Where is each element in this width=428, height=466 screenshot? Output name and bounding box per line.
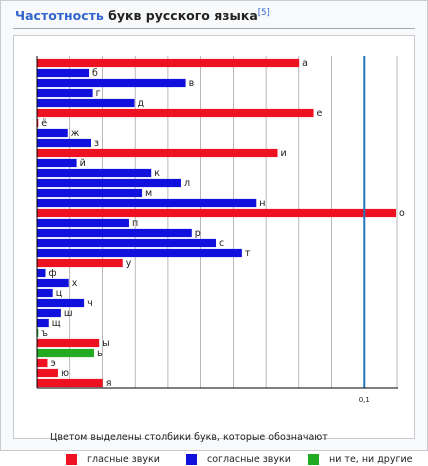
- bar-label-с: с: [219, 238, 224, 249]
- bar-label-б: б: [92, 68, 98, 79]
- bar-label-п: п: [132, 218, 138, 229]
- bar-label-ч: ч: [87, 298, 93, 309]
- bar-label-я: я: [106, 378, 112, 389]
- bar-ъ: [37, 328, 39, 338]
- bar-ф: [37, 268, 46, 278]
- bar-label-в: в: [189, 78, 195, 89]
- bar-label-ф: ф: [49, 268, 57, 279]
- bar-label-ь: ь: [97, 348, 103, 359]
- bar-label-ц: ц: [56, 288, 63, 299]
- bar-ё: [37, 118, 39, 128]
- bar-э: [37, 358, 48, 368]
- legend-swatch-consonants: [186, 454, 197, 465]
- letter-frequency-chart: а б в г д е ё ж з и й к л м н о п р с т у ф хц ч шщъ ыь эю я 0,1: [36, 56, 405, 404]
- bar-ц: [37, 288, 53, 298]
- bar-я: [37, 378, 103, 388]
- bar-label-ю: ю: [61, 368, 69, 379]
- bar-л: [37, 178, 181, 188]
- bar-label-м: м: [145, 188, 152, 199]
- bar-label-з: з: [94, 138, 99, 149]
- bar-ш: [37, 308, 61, 318]
- bar-д: [37, 98, 135, 108]
- bar-ч: [37, 298, 85, 308]
- bar-ь: [37, 348, 94, 358]
- bar-х: [37, 278, 69, 288]
- bar-е: [37, 108, 314, 118]
- bar-й: [37, 158, 77, 168]
- title-divider: [13, 28, 415, 29]
- bar-label-ы: ы: [102, 338, 110, 349]
- bar-м: [37, 188, 143, 198]
- bar-label-т: т: [245, 248, 251, 259]
- bar-label-ж: ж: [71, 128, 80, 139]
- legend-vowels: гласные звуки: [66, 454, 160, 466]
- reference-link[interactable]: [5]: [257, 8, 270, 18]
- bar-с: [37, 238, 217, 248]
- bar-т: [37, 248, 242, 258]
- bar-label-л: л: [184, 178, 190, 189]
- legend-swatch-neither: [308, 454, 319, 465]
- bar-label-х: х: [72, 278, 78, 289]
- bar-в: [37, 78, 186, 88]
- legend-label-vowels: гласные звуки: [87, 454, 160, 465]
- bar-label-к: к: [154, 168, 160, 179]
- bar-label-и: и: [281, 148, 287, 159]
- bar-у: [37, 258, 123, 268]
- bar-н: [37, 198, 257, 208]
- bar-ю: [37, 368, 58, 378]
- bar-и: [37, 148, 278, 158]
- bar-label-н: н: [259, 198, 265, 209]
- legend-caption: Цветом выделены столбики букв, которые о…: [50, 432, 328, 443]
- bar-label-е: е: [317, 108, 323, 119]
- title-text: букв русского языка: [103, 8, 258, 24]
- bar-label-ъ: ъ: [41, 328, 48, 339]
- bar-label-г: г: [96, 88, 101, 99]
- legend-neither: ни те, ни другие: [308, 454, 412, 466]
- x-tick-label-0: 0,1: [359, 396, 370, 404]
- bar-label-й: й: [80, 158, 86, 169]
- bar-label-ш: ш: [64, 308, 73, 319]
- bar-ы: [37, 338, 100, 348]
- bar-label-ё: ё: [41, 118, 47, 129]
- bar-п: [37, 218, 129, 228]
- bar-а: [37, 58, 300, 68]
- bar-label-д: д: [138, 98, 145, 109]
- legend-label-neither: ни те, ни другие: [329, 454, 413, 465]
- chart-title: Частотность букв русского языка[5]: [15, 8, 270, 23]
- title-link[interactable]: Частотность: [15, 8, 104, 24]
- bar-щ: [37, 318, 49, 328]
- bar-label-а: а: [302, 58, 308, 69]
- bar-р: [37, 228, 192, 238]
- legend-consonants: согласные звуки: [186, 454, 291, 466]
- bar-к: [37, 168, 152, 178]
- legend-label-consonants: согласные звуки: [207, 454, 291, 465]
- bar-label-о: о: [399, 208, 405, 219]
- chart-panel: а б в г д е ё ж з и й к л м н о п р с т у ф х ц ч ш щ ъ ы ь э ю я 0,1 Цве…: [13, 35, 415, 465]
- bar-о: [37, 208, 397, 218]
- bar-г: [37, 88, 93, 98]
- bar-label-р: р: [195, 228, 201, 239]
- bar-label-э: э: [50, 358, 55, 369]
- bar-б: [37, 68, 90, 78]
- legend-swatch-vowels: [66, 454, 77, 465]
- bar-ж: [37, 128, 68, 138]
- bar-label-у: у: [126, 258, 132, 269]
- bar-з: [37, 138, 91, 148]
- bar-label-щ: щ: [52, 318, 61, 329]
